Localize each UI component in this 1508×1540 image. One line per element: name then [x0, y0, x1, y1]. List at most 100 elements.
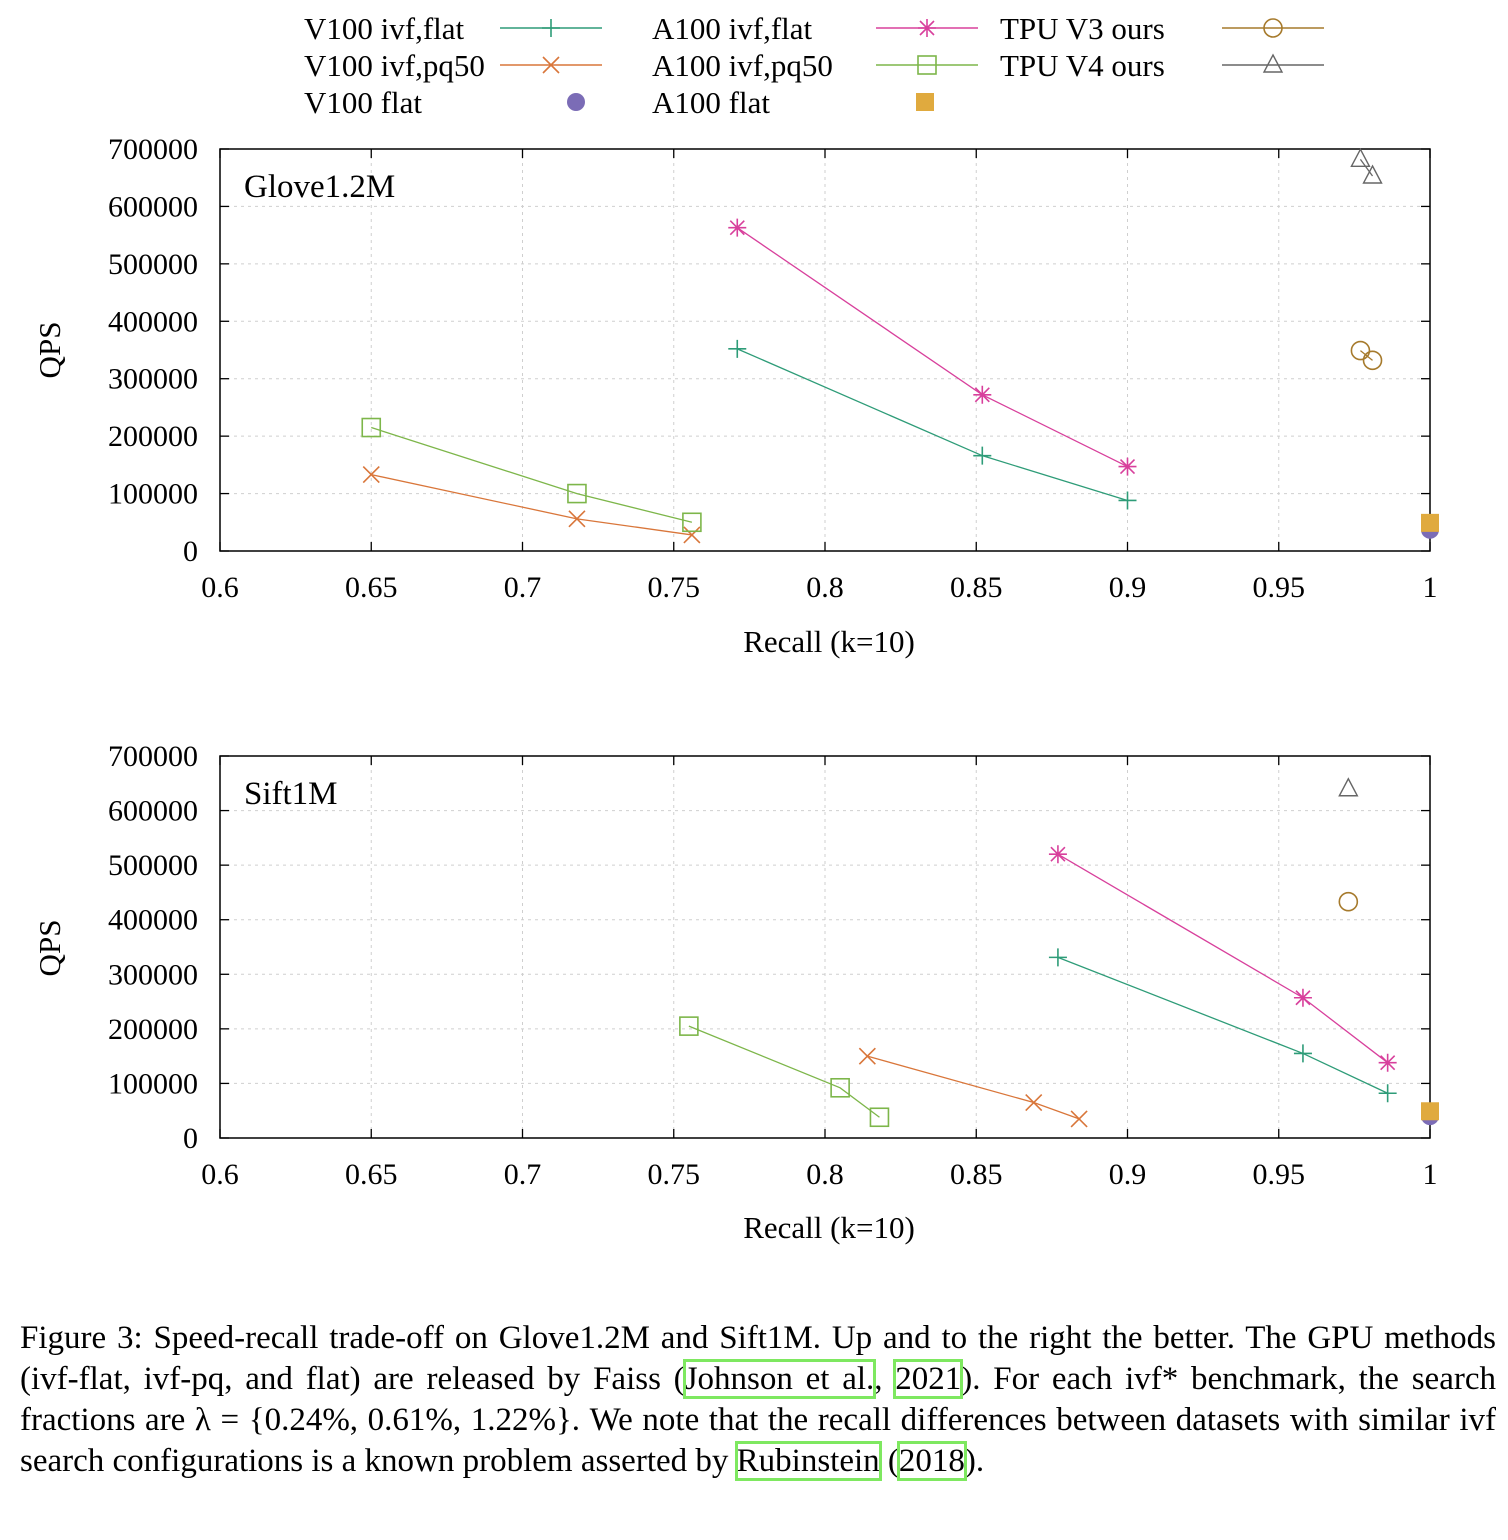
data-point: [679, 1016, 699, 1036]
legend-marker: [1262, 53, 1284, 73]
data-point-shape: [1421, 513, 1439, 532]
legend-marker: [918, 19, 936, 37]
data-point: [362, 466, 380, 484]
legend-label: TPU V4 ours: [1000, 48, 1165, 83]
y-axis-label: QPS: [32, 322, 67, 379]
data-point-shape: [1350, 147, 1371, 168]
data-point: [568, 510, 586, 528]
data-point: [1118, 457, 1137, 476]
x-tick-label: 0.6: [201, 1158, 239, 1191]
data-point-shape: [361, 417, 382, 438]
figure-caption: Figure 3: Speed-recall trade-off on Glov…: [20, 1318, 1496, 1482]
legend-entry-v100-flat: V100 flat: [304, 85, 585, 120]
legend-label: TPU V3 ours: [1000, 11, 1165, 46]
panel-title: Sift1M: [244, 776, 338, 812]
x-tick-label: 0.7: [504, 1158, 542, 1191]
legend-entry-a100-flat: A100 flat: [652, 85, 934, 120]
x-tick-label: 0.9: [1109, 1158, 1147, 1191]
data-point: [869, 1107, 890, 1128]
caption-text-3: ). For each ivf* benchmark, the search f…: [20, 1361, 1496, 1479]
y-tick-label: 700000: [108, 740, 198, 773]
series-line: [371, 473, 692, 536]
legend-marker: [542, 19, 560, 37]
gridlines: [219, 148, 1431, 552]
citation-johnson[interactable]: Johnson et al.: [682, 1359, 877, 1399]
legend-marker: [1263, 18, 1283, 38]
citation-year-2018[interactable]: 2018: [896, 1441, 967, 1481]
data-point: [567, 483, 587, 504]
series-line: [737, 348, 1128, 502]
series-tpu-v4-ours: [1338, 777, 1359, 797]
x-axis-label: Recall (k=10): [743, 624, 915, 659]
data-point: [1338, 891, 1359, 912]
series-line: [867, 1055, 1080, 1120]
data-point: [1070, 1110, 1088, 1128]
data-point-shape: [362, 466, 380, 484]
data-point-shape: [679, 1016, 699, 1036]
data-point-shape: [1048, 845, 1067, 864]
series-tpu-v4-ours: [1350, 147, 1383, 184]
citation-year-2021[interactable]: 2021: [893, 1359, 964, 1399]
x-tick-label: 1: [1423, 1158, 1438, 1191]
legend-label: A100 flat: [652, 85, 770, 120]
data-point: [682, 512, 702, 533]
x-tick-label: 0.85: [950, 1158, 1003, 1191]
y-tick-label: 0: [183, 1122, 198, 1155]
caption-text-2: ,: [874, 1361, 896, 1397]
data-point: [728, 339, 747, 358]
data-point-shape: [1378, 1053, 1397, 1072]
legend-marker-shape: [916, 93, 934, 111]
legend-entry-v100-ivf-flat: V100 ivf,flat: [304, 11, 602, 46]
series-tpu-v3-ours: [1338, 891, 1359, 912]
y-tick-label: 100000: [108, 1067, 198, 1100]
sift-panel: 0.6 0.65 0.7 0.75 0.8 0.85 0.9 0.95 1 0 100000 2000…: [32, 740, 1439, 1245]
legend-marker-shape: [1263, 18, 1283, 38]
data-point-shape: [1048, 948, 1067, 967]
panel-title: Glove1.2M: [244, 169, 395, 205]
data-point-shape: [683, 526, 701, 544]
data-point-shape: [1070, 1110, 1088, 1128]
x-axis-label: Recall (k=10): [743, 1210, 915, 1245]
legend-entry-a100-ivf-pq50: A100 ivf,pq50: [652, 48, 978, 83]
data-point-shape: [1350, 340, 1371, 361]
legend-marker: [916, 93, 934, 111]
data-point-shape: [973, 446, 992, 465]
x-tick-label: 0.9: [1109, 571, 1147, 604]
series-a100-flat: [1421, 1102, 1439, 1121]
legend-marker: [567, 93, 585, 111]
citation-rubinstein[interactable]: Rubinstein: [734, 1441, 882, 1481]
data-point: [728, 218, 747, 237]
data-point: [1118, 491, 1137, 510]
data-point: [1378, 1084, 1397, 1103]
x-tick-label: 0.8: [806, 1158, 844, 1191]
legend-marker: [917, 55, 937, 75]
data-point-shape: [1378, 1084, 1397, 1103]
legend-marker-shape: [918, 19, 936, 37]
series-v100-ivf-pq50: [858, 1047, 1088, 1128]
data-point-shape: [1025, 1093, 1043, 1112]
y-tick-label: 500000: [108, 849, 198, 882]
data-point-shape: [728, 339, 747, 358]
series-line: [1360, 350, 1373, 361]
legend-entry-tpu-v3-ours: TPU V3 ours: [1000, 11, 1324, 46]
x-tick-label: 0.65: [345, 571, 398, 604]
data-point: [1362, 350, 1383, 371]
data-point: [1362, 164, 1383, 184]
y-tick-label: 700000: [108, 133, 198, 166]
y-tick-label: 200000: [108, 1013, 198, 1046]
data-point: [683, 526, 701, 544]
legend-marker: [542, 56, 560, 74]
legend-marker-shape: [1262, 53, 1284, 73]
plot-frame: [219, 148, 1431, 552]
gridlines: [219, 755, 1431, 1139]
series-line: [1057, 853, 1389, 1064]
data-point: [973, 385, 992, 404]
y-tick-label: 100000: [108, 478, 198, 511]
series-line: [1359, 158, 1374, 177]
x-tick-label: 0.95: [1253, 571, 1306, 604]
series-v100-ivf-flat: [728, 339, 1137, 510]
legend-entry-a100-ivf-flat: A100 ivf,flat: [652, 11, 978, 46]
data-point-shape: [830, 1077, 850, 1098]
x-tick-label: 0.85: [950, 571, 1003, 604]
x-tick-label: 0.65: [345, 1158, 398, 1191]
